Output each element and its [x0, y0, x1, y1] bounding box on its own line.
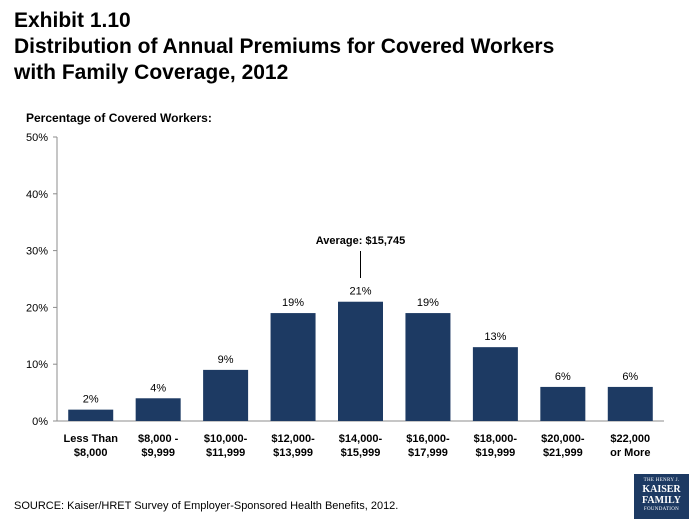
category-label: $13,999 [273, 447, 313, 459]
y-tick-label: 40% [26, 189, 48, 201]
category-label: $22,000 [610, 433, 650, 445]
data-labels: 2% 4% 9% 19% 21% 19% 13% 6% 6% [83, 286, 639, 406]
bar [338, 301, 383, 421]
logo-line-4: FOUNDATION [643, 507, 680, 512]
category-label: $10,000- [204, 433, 248, 445]
exhibit-label: Exhibit 1.10 [14, 9, 131, 32]
bar-chart: Percentage of Covered Workers: 0% 10% 20% 3… [26, 111, 664, 459]
chart-title: Exhibit 1.10 Distribution of Annual Prem… [14, 8, 674, 86]
average-label: Average: $15,745 [316, 235, 406, 247]
bar [135, 398, 181, 421]
bar [68, 409, 114, 421]
y-tick-label: 0% [32, 416, 48, 428]
bar [540, 386, 586, 421]
category-label: $14,000- [339, 433, 383, 445]
data-label: 6% [622, 371, 638, 383]
category-label: $12,000- [271, 433, 315, 445]
logo-line-2: KAISER [642, 484, 681, 495]
source-note: SOURCE: Kaiser/HRET Survey of Employer-S… [14, 500, 399, 512]
logo-line-1: THE HENRY J. [643, 478, 680, 483]
y-axis-label: Percentage of Covered Workers: [26, 111, 212, 125]
data-label: 4% [150, 382, 166, 394]
y-tick-label: 30% [26, 246, 48, 258]
category-label: $11,999 [206, 447, 245, 459]
category-label: $17,999 [408, 447, 448, 459]
category-label: $19,999 [476, 447, 516, 459]
data-label: 13% [484, 331, 506, 343]
average-annotation: Average: $15,745 [316, 235, 406, 278]
category-label: $20,000- [541, 433, 585, 445]
category-label: $8,000 [74, 447, 108, 459]
category-label: $21,999 [543, 447, 583, 459]
kff-logo: THE HENRY J. KAISER FAMILY FOUNDATION [634, 474, 689, 519]
y-tick-label: 10% [26, 359, 48, 371]
title-line-1: Distribution of Annual Premiums for Cove… [14, 35, 555, 58]
category-label: or More [610, 447, 650, 459]
data-label: 19% [282, 297, 304, 309]
category-labels: Less Than $8,000 $8,000 - $9,999 $10,000- $11… [64, 433, 651, 459]
category-label: Less Than [64, 433, 119, 445]
y-tick-label: 20% [26, 302, 48, 314]
y-tick-label: 50% [26, 132, 48, 144]
data-label: 6% [555, 371, 571, 383]
category-label: $16,000- [406, 433, 450, 445]
bar [270, 313, 316, 421]
data-label: 9% [218, 354, 234, 366]
data-label: 2% [83, 394, 99, 406]
category-label: $15,999 [341, 447, 381, 459]
title-line-2: with Family Coverage, 2012 [14, 61, 289, 84]
category-label: $8,000 - [138, 433, 179, 445]
logo-line-3: FAMILY [642, 495, 681, 506]
bars [68, 301, 653, 421]
bar [405, 313, 451, 421]
category-label: $18,000- [474, 433, 518, 445]
bar [472, 347, 518, 421]
bar [607, 386, 653, 421]
bar [203, 369, 249, 421]
category-label: $9,999 [141, 447, 175, 459]
data-label: 19% [417, 297, 439, 309]
data-label: 21% [349, 286, 371, 298]
